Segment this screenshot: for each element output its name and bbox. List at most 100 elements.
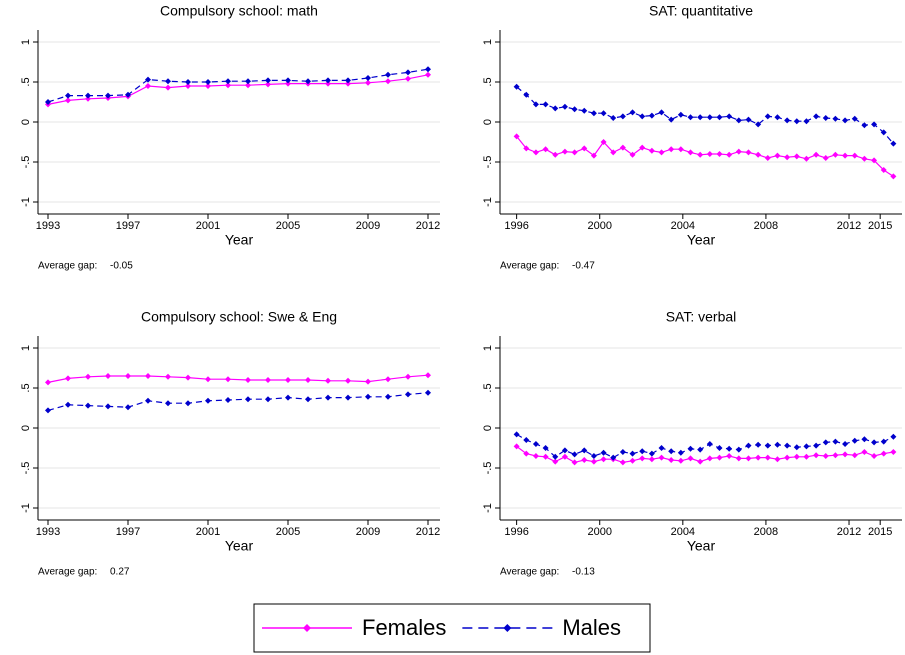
marker xyxy=(832,452,839,459)
marker xyxy=(590,152,597,159)
marker xyxy=(205,397,211,404)
marker xyxy=(542,445,549,451)
marker xyxy=(668,116,675,123)
annotation-value: 0.27 xyxy=(110,567,130,578)
marker xyxy=(513,443,520,450)
marker xyxy=(65,401,71,408)
y-tick-label: 1 xyxy=(20,345,32,351)
marker xyxy=(861,155,868,162)
marker xyxy=(125,91,131,98)
marker xyxy=(125,404,131,411)
marker xyxy=(590,453,597,459)
marker xyxy=(697,446,704,453)
marker xyxy=(890,433,897,440)
marker xyxy=(105,403,111,410)
x-tick-label: 2012 xyxy=(837,220,861,232)
marker xyxy=(619,144,626,151)
y-tick-label: -.5 xyxy=(482,462,494,475)
marker xyxy=(65,375,71,382)
marker xyxy=(552,105,559,112)
marker xyxy=(571,149,578,156)
marker xyxy=(793,444,800,451)
marker xyxy=(85,373,91,380)
marker xyxy=(581,107,588,114)
marker xyxy=(610,115,617,121)
marker xyxy=(165,400,171,407)
marker xyxy=(571,106,578,113)
marker xyxy=(726,445,733,452)
marker xyxy=(871,157,878,164)
x-tick-label: 2012 xyxy=(837,526,861,538)
marker xyxy=(513,83,520,90)
marker xyxy=(687,149,694,156)
x-tick-label: 2000 xyxy=(587,220,611,232)
marker xyxy=(619,459,626,466)
marker xyxy=(890,173,897,180)
marker xyxy=(726,113,733,120)
marker xyxy=(265,396,271,403)
marker xyxy=(890,449,897,455)
marker xyxy=(813,452,820,459)
marker xyxy=(629,450,636,457)
marker xyxy=(205,83,211,89)
x-tick-label: 2004 xyxy=(671,526,695,538)
marker xyxy=(245,82,251,89)
panel-title: SAT: verbal xyxy=(666,309,737,325)
y-tick-label: .5 xyxy=(20,77,32,86)
y-tick-label: .5 xyxy=(482,383,494,392)
marker xyxy=(822,439,829,446)
marker xyxy=(880,450,887,457)
annotation-value: -0.05 xyxy=(110,261,133,272)
marker xyxy=(345,377,351,384)
marker xyxy=(813,113,820,120)
marker xyxy=(842,152,849,159)
legend-label: Males xyxy=(562,615,621,640)
annotation-label: Average gap: xyxy=(38,567,97,578)
marker xyxy=(697,458,704,465)
y-tick-label: 1 xyxy=(20,39,32,45)
marker xyxy=(610,149,617,156)
marker xyxy=(619,449,626,455)
marker xyxy=(735,455,742,462)
x-tick-label: 2009 xyxy=(356,220,380,232)
marker xyxy=(658,454,665,461)
x-tick-label: 1997 xyxy=(116,526,140,538)
marker xyxy=(345,394,351,401)
marker xyxy=(245,377,251,383)
marker xyxy=(871,453,878,459)
marker xyxy=(764,155,771,161)
y-tick-label: -.5 xyxy=(20,156,32,169)
marker xyxy=(581,447,588,454)
marker xyxy=(629,151,636,158)
series-line: Males xyxy=(47,68,429,103)
marker xyxy=(755,121,762,128)
panel-title: SAT: quantitative xyxy=(649,3,753,19)
marker xyxy=(648,456,655,463)
marker xyxy=(697,114,704,121)
marker xyxy=(639,455,646,462)
marker xyxy=(523,450,530,457)
y-tick-label: -1 xyxy=(20,197,32,207)
x-tick-label: 2015 xyxy=(868,526,892,538)
x-tick-label: 1993 xyxy=(36,220,60,232)
marker xyxy=(145,373,151,379)
y-tick-label: -.5 xyxy=(20,462,32,475)
marker xyxy=(610,454,617,461)
y-tick-label: 0 xyxy=(20,119,32,125)
marker xyxy=(880,129,887,136)
marker xyxy=(755,151,762,158)
marker xyxy=(784,454,791,461)
y-tick-label: 0 xyxy=(20,425,32,431)
marker xyxy=(325,77,331,84)
marker xyxy=(285,80,291,87)
marker xyxy=(365,75,371,81)
marker xyxy=(735,446,742,453)
marker xyxy=(325,394,331,401)
marker xyxy=(325,377,331,384)
panel-title: Compulsory school: Swe & Eng xyxy=(141,309,337,325)
marker xyxy=(305,396,311,403)
x-tick-label: 2001 xyxy=(196,526,220,538)
y-tick-label: 0 xyxy=(482,425,494,431)
marker xyxy=(745,116,752,123)
